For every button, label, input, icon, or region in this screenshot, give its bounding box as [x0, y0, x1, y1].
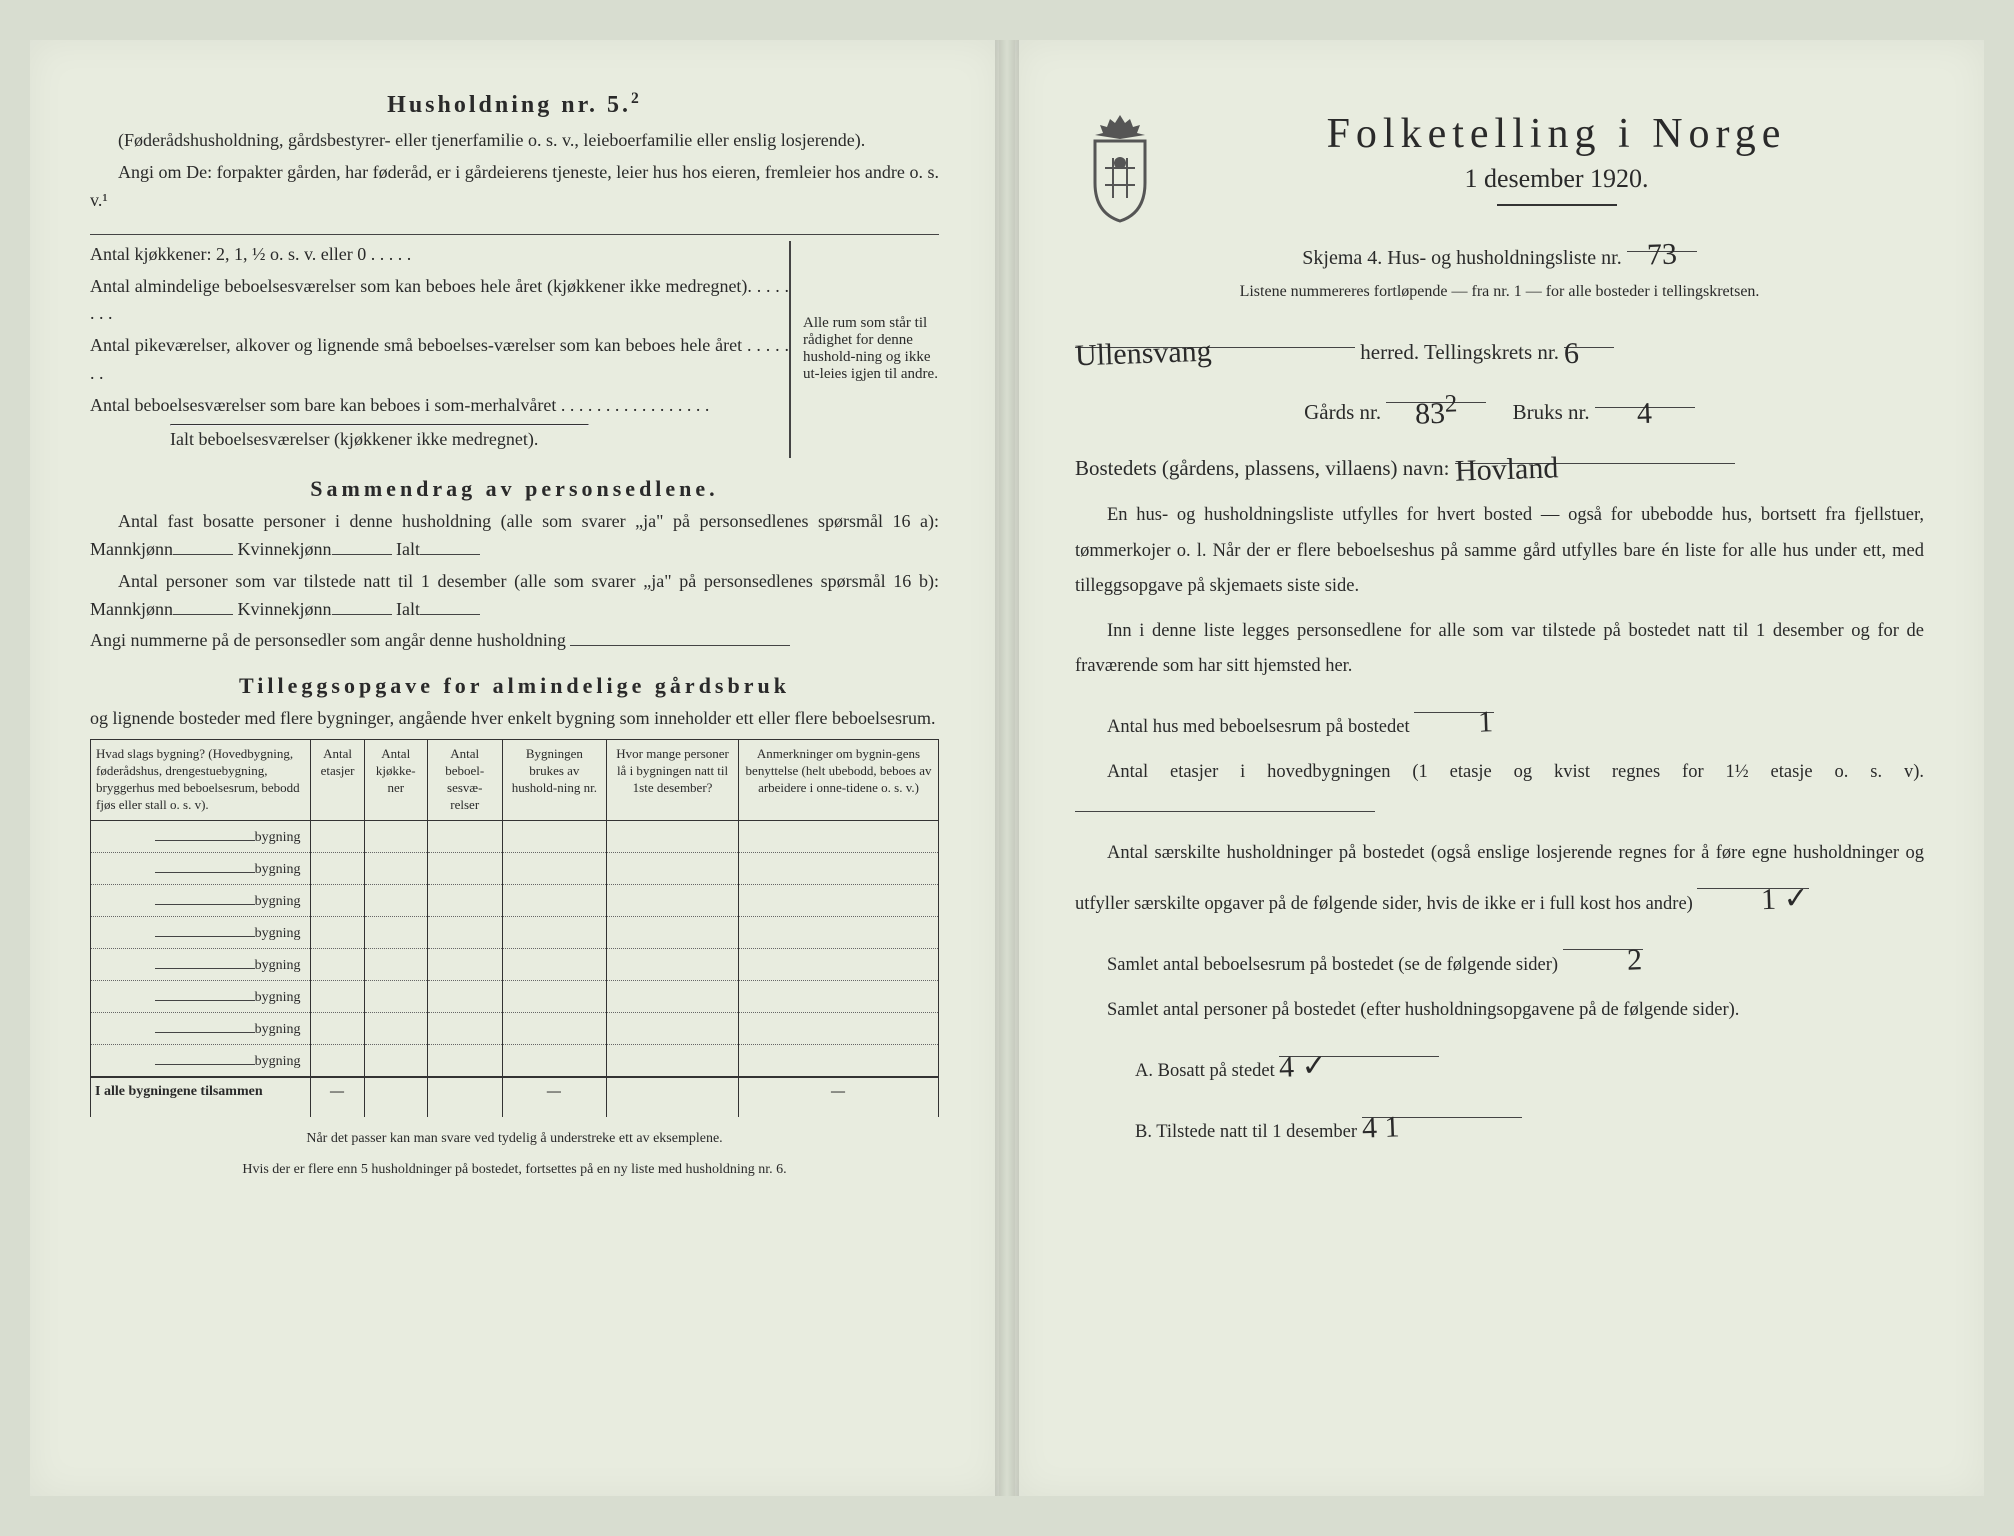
a3-value: 1 ✓	[1728, 869, 1810, 929]
q5: Samlet antal personer på bostedet (efter…	[1075, 993, 1924, 1028]
bosted-value: Hovland	[1454, 445, 1559, 495]
title-divider	[1497, 204, 1617, 206]
col-type: Hvad slags bygning? (Hovedbygning, føder…	[91, 740, 311, 821]
sub-title: 1 desember 1920.	[1189, 164, 1924, 194]
herred-row: Ullensvang herred. Tellingskrets nr. 6	[1075, 327, 1924, 369]
a1-value: 1	[1445, 693, 1494, 752]
bosted-row: Bostedets (gårdens, plassens, villaens) …	[1075, 443, 1924, 485]
tillegg-heading: Tilleggsopgave for almindelige gårdsbruk	[90, 673, 939, 699]
a5b-value: 4 1	[1361, 1099, 1400, 1157]
a5a-value: 4 ✓	[1278, 1037, 1328, 1096]
table-row: bygning	[91, 916, 939, 948]
left-page: Husholdning nr. 5.2 (Føderådshusholdning…	[30, 40, 999, 1496]
bruk-value: 4	[1637, 391, 1654, 438]
blank-line	[90, 219, 939, 235]
page-fold	[995, 40, 1007, 1496]
intro-2: Angi om De: forpakter gården, har føderå…	[90, 159, 939, 215]
col-kitchens: Antal kjøkke-ner	[364, 740, 427, 821]
q2: Antal etasjer i hovedbygningen (1 etasje…	[1075, 755, 1924, 825]
col-household: Bygningen brukes av hushold-ning nr.	[502, 740, 607, 821]
table-row: bygning	[91, 884, 939, 916]
q1: Antal hus med beboelsesrum på bostedet 1	[1075, 694, 1924, 745]
col-rooms: Antal beboel-sesvæ-relser	[427, 740, 502, 821]
table-header-row: Hvad slags bygning? (Hovedbygning, føder…	[91, 740, 939, 821]
q5b: B. Tilstede natt til 1 desember 4 1	[1135, 1099, 1924, 1150]
q3: Antal særskilte husholdninger på bostede…	[1075, 836, 1924, 922]
form-line: Skjema 4. Hus- og husholdningsliste nr. …	[1075, 232, 1924, 274]
right-page: Folketelling i Norge 1 desember 1920. Sk…	[1015, 40, 1984, 1496]
building-table: Hvad slags bygning? (Hovedbygning, føder…	[90, 739, 939, 1117]
summary-line-1: Antal fast bosatte personer i denne hush…	[90, 508, 939, 564]
col-floors: Antal etasjer	[311, 740, 364, 821]
footnote-1: Når det passer kan man svare ved tydelig…	[90, 1129, 939, 1149]
col-notes: Anmerkninger om bygnin-gens benyttelse (…	[739, 740, 939, 821]
footnote-2: Hvis der er flere enn 5 husholdninger på…	[90, 1160, 939, 1180]
household-heading: Husholdning nr. 5.2	[90, 90, 939, 119]
summary-heading: Sammendrag av personsedlene.	[90, 476, 939, 502]
numbering-note: Listene nummereres fortløpende — fra nr.…	[1075, 280, 1924, 305]
tillegg-intro: og lignende bosteder med flere bygninger…	[90, 705, 939, 733]
rooms-brace-block: Antal kjøkkener: 2, 1, ½ o. s. v. eller …	[90, 241, 939, 458]
coat-of-arms-icon	[1075, 113, 1165, 223]
table-row: bygning	[91, 1012, 939, 1044]
title-row: Folketelling i Norge 1 desember 1920.	[1075, 110, 1924, 226]
table-row: bygning	[91, 852, 939, 884]
main-title: Folketelling i Norge	[1189, 110, 1924, 158]
rooms-2: Antal pikeværelser, alkover og lignende …	[90, 332, 789, 388]
rooms-3: Antal beboelsesværelser som bare kan beb…	[90, 392, 789, 420]
rooms-total: Ialt beboelsesværelser (kjøkkener ikke m…	[90, 426, 789, 454]
table-row: bygning	[91, 1044, 939, 1077]
paragraph-1: En hus- og husholdningsliste utfylles fo…	[1075, 498, 1924, 603]
gard-row: Gårds nr. 832 Bruks nr. 4	[1075, 382, 1924, 429]
a4-value: 2	[1594, 931, 1643, 990]
summary-line-3: Angi nummerne på de personsedler som ang…	[90, 627, 939, 655]
q5a: A. Bosatt på stedet 4 ✓	[1135, 1038, 1924, 1089]
table-row: bygning	[91, 948, 939, 980]
heading-text: Husholdning nr. 5.	[387, 92, 631, 118]
table-row: bygning	[91, 820, 939, 852]
rooms-1: Antal almindelige beboelsesværelser som …	[90, 273, 789, 329]
paragraph-2: Inn i denne liste legges personsedlene f…	[1075, 614, 1924, 684]
table-total-row: I alle bygningene tilsammen — — —	[91, 1077, 939, 1117]
herred-value: Ullensvang	[1074, 328, 1212, 379]
page-fold	[1007, 40, 1019, 1496]
kitchens-line: Antal kjøkkener: 2, 1, ½ o. s. v. eller …	[90, 241, 789, 269]
q4: Samlet antal beboelsesrum på bostedet (s…	[1075, 932, 1924, 983]
summary-line-2: Antal personer som var tilstede natt til…	[90, 568, 939, 624]
krets-value: 6	[1563, 331, 1580, 378]
brace-text: Alle rum som står til rådighet for denne…	[789, 241, 939, 458]
form-number-value: 73	[1646, 231, 1678, 279]
table-row: bygning	[91, 980, 939, 1012]
col-persons: Hvor mange personer lå i bygningen natt …	[607, 740, 739, 821]
intro-1: (Føderådshusholdning, gårdsbestyrer- ell…	[90, 127, 939, 155]
gard-value: 832	[1414, 386, 1458, 439]
heading-sup: 2	[631, 90, 642, 107]
